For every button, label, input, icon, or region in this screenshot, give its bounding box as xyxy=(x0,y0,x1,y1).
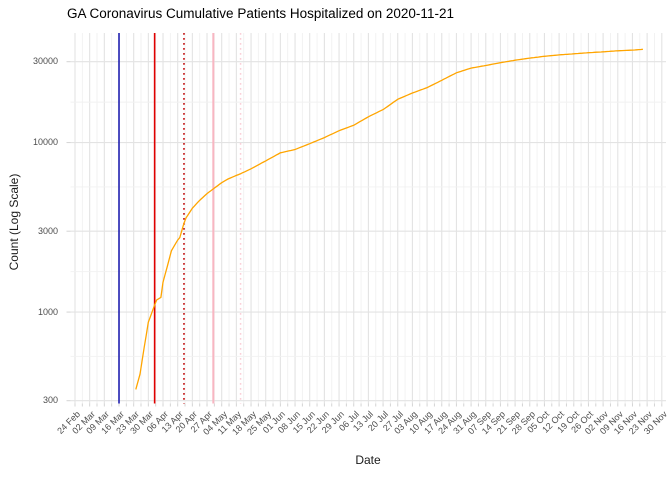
y-tick-label: 3000 xyxy=(37,225,58,236)
y-tick-label: 300 xyxy=(42,395,58,406)
y-tick-label: 30000 xyxy=(32,56,58,67)
x-axis-title: Date xyxy=(355,453,381,467)
page-title: GA Coronavirus Cumulative Patients Hospi… xyxy=(67,6,454,21)
y-axis-title: Count (Log Scale) xyxy=(7,173,21,271)
y-tick-label: 1000 xyxy=(37,306,58,317)
y-tick-label: 10000 xyxy=(32,137,58,148)
series-line-cumulative-patients-hospitalized xyxy=(135,48,643,390)
